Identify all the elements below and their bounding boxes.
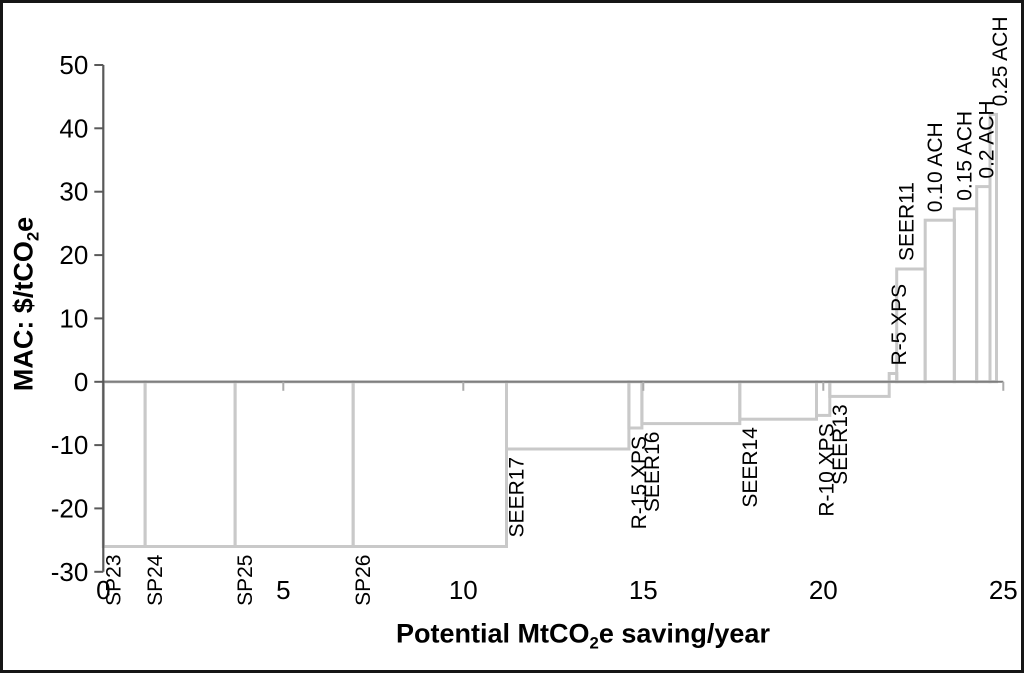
y-axis-title-suffix: e (8, 216, 39, 232)
x-axis-title-subscript: 2 (589, 633, 599, 653)
bar-label-sp25: SP25 (234, 555, 257, 606)
bar-label-sp24: SP24 (144, 554, 167, 606)
y-tick-label--10: -10 (51, 430, 89, 460)
y-tick-label-50: 50 (59, 50, 88, 80)
x-tick-label-5: 5 (276, 575, 290, 605)
bar-0.2-ach (975, 185, 992, 384)
bar-0.10-ach (923, 218, 956, 384)
bar-label-seer14: SEER14 (739, 427, 762, 508)
bar-seer17 (505, 380, 631, 451)
x-tick-label-25: 25 (989, 575, 1018, 605)
bar-r-15-xps (627, 380, 644, 430)
y-tick-label-40: 40 (59, 113, 88, 143)
x-tick-label-0: 0 (96, 575, 110, 605)
bar-label-sp23: SP23 (102, 555, 125, 606)
bar-label-seer16: SEER16 (641, 432, 664, 513)
y-tick-label--30: -30 (51, 557, 89, 587)
bar-label-seer17: SEER17 (506, 457, 529, 538)
x-axis-title-text: Potential MtCO (396, 618, 590, 649)
bar-seer13 (828, 380, 891, 398)
x-tick-label-10: 10 (449, 575, 478, 605)
y-tick-label-30: 30 (59, 177, 88, 207)
y-axis-title-text: MAC: $/tCO (8, 241, 39, 392)
bar-label-r-10-xps: R-10 XPS (816, 423, 839, 516)
y-axis-title-subscript: 2 (23, 231, 43, 242)
bar-sp24 (143, 380, 237, 548)
y-tick-label-10: 10 (59, 303, 88, 333)
bar-label-0.10-ach: 0.10 ACH (924, 122, 947, 212)
x-axis-title-suffix: e saving/year (598, 618, 770, 649)
bar-0.15-ach (952, 207, 979, 384)
y-tick-label-20: 20 (59, 240, 88, 270)
y-axis-title: MAC: $/tCO2e (8, 217, 43, 391)
y-tick-label-0: 0 (74, 367, 88, 397)
bar-sp23 (101, 380, 147, 548)
bar-label-0.2-ach: 0.2 ACH (976, 100, 999, 178)
bar-seer16 (640, 380, 742, 426)
y-tick-label--20: -20 (51, 493, 89, 523)
bar-label-0.15-ach: 0.15 ACH (953, 111, 976, 201)
bar-label-sp26: SP26 (352, 555, 375, 606)
bar-seer14 (738, 380, 818, 421)
bar-label-0.25-ach: 0.25 ACH (989, 17, 1012, 107)
bar-label-r-5-xps: R-5 XPS (888, 284, 911, 366)
bar-label-r-15-xps: R-15 XPS (628, 436, 651, 529)
bar-label-seer13: SEER13 (829, 404, 852, 485)
x-tick-label-20: 20 (809, 575, 838, 605)
bar-sp25 (233, 380, 355, 548)
x-tick-label-15: 15 (629, 575, 658, 605)
x-axis-title: Potential MtCO2e saving/year (396, 618, 770, 653)
bar-label-seer11: SEER11 (896, 182, 919, 261)
bar-sp26 (351, 380, 508, 548)
